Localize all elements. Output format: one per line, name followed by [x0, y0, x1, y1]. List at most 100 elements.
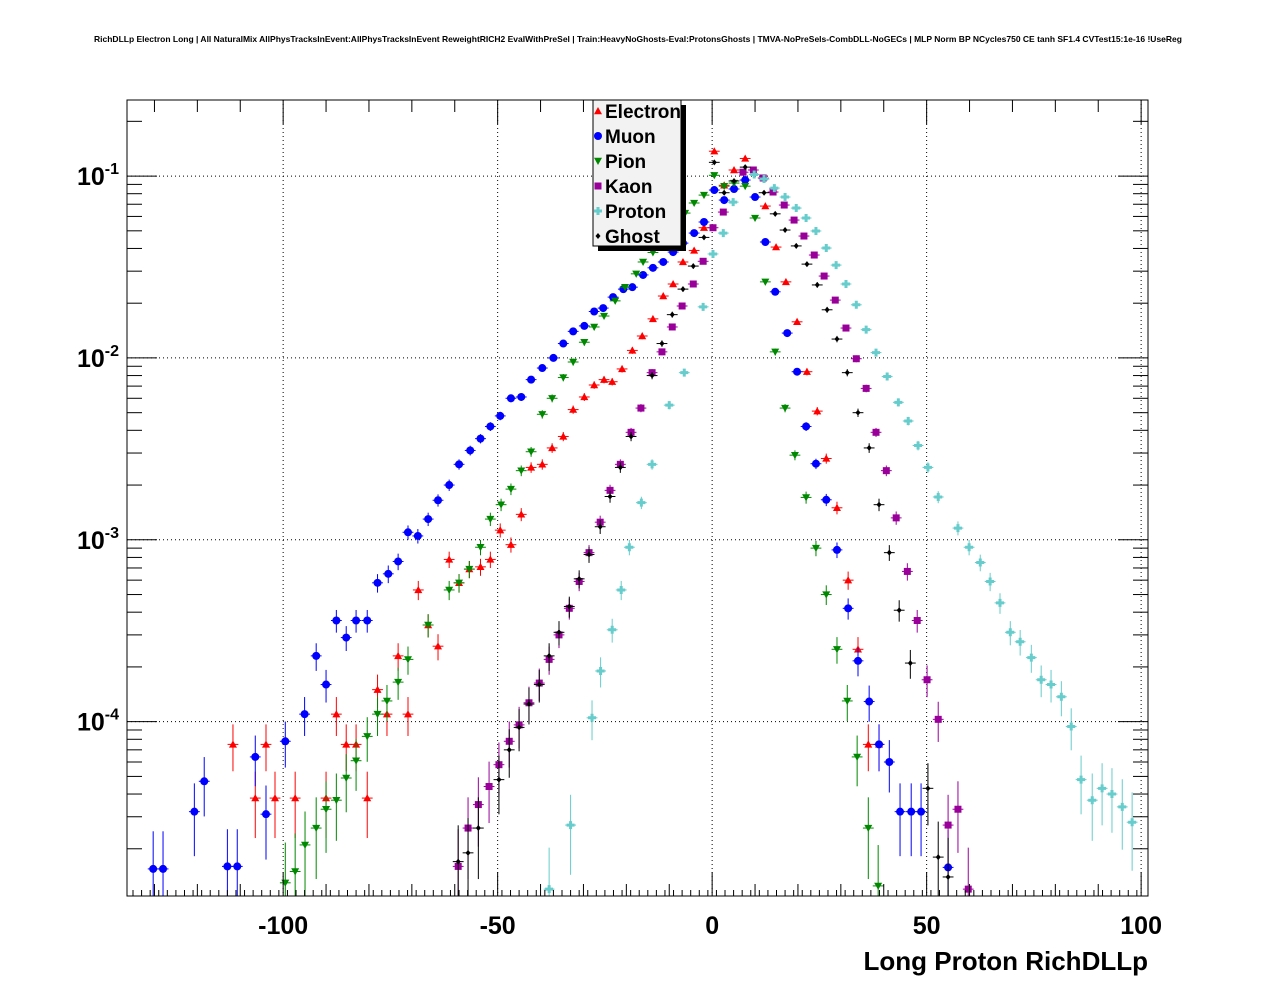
data-point [907, 807, 916, 816]
data-point [701, 234, 707, 241]
x-tick-label: -100 [258, 912, 308, 940]
data-point [668, 323, 676, 331]
data-point [312, 824, 321, 833]
data-point [621, 283, 630, 292]
data-point [782, 227, 788, 234]
data-point [373, 685, 382, 693]
data-point [455, 579, 464, 587]
legend-label: Electron [605, 102, 681, 123]
series-electron [227, 147, 885, 839]
y-tick-base: 10 [77, 345, 105, 373]
data-point [790, 451, 799, 460]
data-point [590, 323, 599, 331]
data-point [741, 154, 750, 162]
legend-label: Kaon [605, 177, 653, 198]
data-point [414, 585, 423, 594]
data-point [486, 555, 495, 563]
data-point [516, 724, 522, 731]
data-point [986, 577, 995, 586]
data-point [506, 540, 515, 548]
x-axis-label: Long Proton RichDLLp [863, 946, 1148, 976]
data-point [628, 283, 637, 292]
legend-entry-pion: Pion [594, 152, 646, 173]
data-point [546, 652, 552, 659]
data-point [944, 821, 952, 829]
data-point [832, 545, 841, 554]
data-point [486, 422, 495, 431]
data-point [637, 498, 646, 507]
data-point [538, 364, 547, 373]
data-point [953, 524, 962, 533]
data-point [832, 646, 841, 654]
data-point [1037, 675, 1046, 684]
data-point [690, 229, 699, 238]
data-point [711, 159, 717, 166]
data-point [1057, 692, 1066, 701]
data-point [566, 603, 572, 610]
series-pion [279, 172, 884, 896]
data-point [548, 443, 557, 452]
data-point [866, 444, 872, 451]
data-point [883, 372, 892, 381]
data-point [894, 398, 903, 407]
data-point [892, 514, 900, 522]
data-point [699, 218, 708, 227]
data-point [434, 642, 443, 650]
data-point [719, 208, 727, 216]
data-point [761, 189, 767, 196]
data-point [228, 740, 237, 748]
data-point [517, 510, 526, 518]
data-point [455, 460, 464, 469]
data-point [363, 733, 372, 741]
data-point [569, 405, 578, 413]
data-point [617, 585, 626, 594]
data-point [804, 261, 810, 268]
data-point [556, 629, 562, 636]
data-point [896, 807, 905, 816]
data-point [413, 531, 422, 540]
data-point [709, 249, 718, 258]
data-point [772, 210, 778, 217]
data-point [597, 523, 603, 530]
data-point [527, 448, 536, 456]
data-point [588, 713, 597, 722]
data-point [445, 555, 454, 563]
data-point [811, 226, 820, 235]
data-point [923, 676, 931, 684]
legend-marker-muon-icon [594, 132, 602, 140]
series-ghost [452, 159, 954, 896]
data-point [496, 411, 505, 420]
data-point [934, 715, 942, 723]
data-point [576, 575, 582, 582]
data-point [751, 214, 760, 223]
data-point [751, 193, 760, 202]
data-point [476, 434, 485, 443]
data-point [690, 246, 699, 254]
data-point [1098, 784, 1107, 793]
data-point [586, 551, 592, 558]
data-point [680, 286, 686, 293]
legend-marker-kaon-icon [594, 182, 602, 190]
data-point [159, 864, 168, 873]
data-point [527, 463, 536, 471]
data-point [312, 651, 321, 660]
data-point [792, 204, 801, 213]
data-point [332, 710, 341, 718]
data-point [699, 191, 708, 200]
data-point [394, 678, 403, 687]
series-proton [543, 170, 1138, 896]
legend-label: Ghost [605, 227, 661, 248]
data-point [719, 229, 728, 238]
data-point [760, 175, 769, 184]
data-point [934, 492, 943, 501]
data-point [669, 280, 678, 288]
data-point [976, 558, 985, 567]
data-point [964, 885, 972, 893]
data-point [618, 364, 627, 373]
data-point [954, 805, 962, 813]
data-point [709, 224, 717, 232]
data-point [690, 199, 699, 208]
data-point [538, 411, 547, 419]
data-point [761, 202, 770, 210]
